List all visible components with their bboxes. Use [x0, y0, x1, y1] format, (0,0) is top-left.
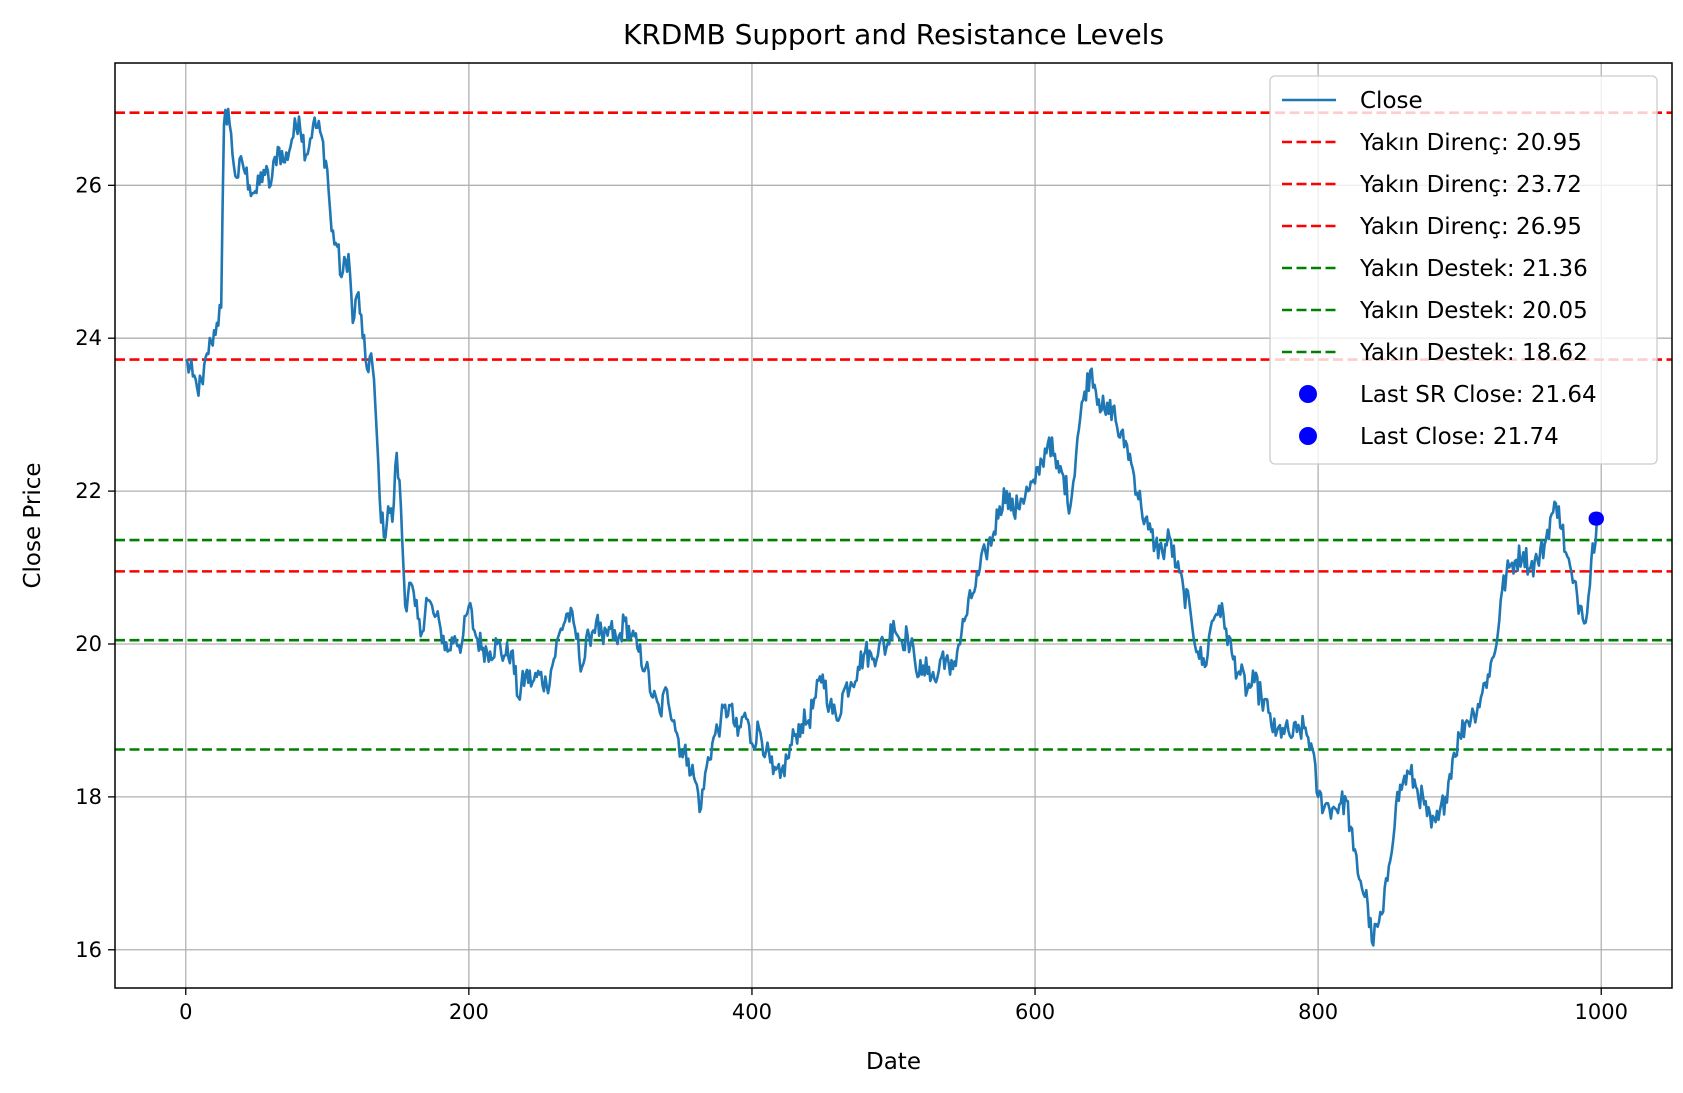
x-tick-label: 800 — [1298, 1000, 1338, 1024]
chart-title: KRDMB Support and Resistance Levels — [623, 18, 1164, 51]
legend-marker-swatch — [1299, 385, 1317, 403]
last-close-marker — [1589, 511, 1604, 526]
legend-label: Last Close: 21.74 — [1360, 424, 1559, 450]
x-tick-label: 400 — [732, 1000, 772, 1024]
close-price-line — [184, 107, 1599, 947]
legend-label: Yakın Destek: 21.36 — [1359, 256, 1588, 282]
y-tick-label: 20 — [75, 632, 102, 656]
legend-label: Yakın Destek: 20.05 — [1359, 298, 1588, 324]
legend-label: Last SR Close: 21.64 — [1360, 382, 1597, 408]
legend-label: Yakın Direnç: 20.95 — [1359, 130, 1582, 156]
x-tick-label: 200 — [449, 1000, 489, 1024]
legend-label: Yakın Direnç: 23.72 — [1359, 172, 1582, 198]
x-tick-label: 1000 — [1575, 1000, 1628, 1024]
marker-layer — [1588, 511, 1604, 526]
y-tick-label: 26 — [75, 173, 102, 197]
y-tick-label: 16 — [75, 938, 102, 962]
legend-box — [1269, 75, 1658, 465]
close-series-layer — [184, 107, 1599, 947]
legend-label: Yakın Direnç: 26.95 — [1359, 214, 1582, 240]
y-tick-label: 18 — [75, 785, 102, 809]
plot-frame — [114, 62, 1673, 989]
y-axis-label: Close Price — [20, 462, 46, 588]
y-tick-label: 24 — [75, 326, 102, 350]
legend-marker-swatch — [1299, 427, 1317, 445]
legend-label: Close — [1360, 88, 1423, 114]
legend: Close Yakın Direnç: 20.95 Yakın Direnç: 23… — [1269, 75, 1658, 465]
legend-label: Yakın Destek: 18.62 — [1359, 340, 1588, 366]
x-tick-label: 0 — [179, 1000, 192, 1024]
x-tick-label: 600 — [1015, 1000, 1055, 1024]
x-axis-label: Date — [866, 1049, 921, 1075]
y-tick-label: 22 — [75, 479, 102, 503]
tick-layer: 0 200 400 600 800 1000 16 18 20 22 24 26 — [75, 173, 1628, 1024]
